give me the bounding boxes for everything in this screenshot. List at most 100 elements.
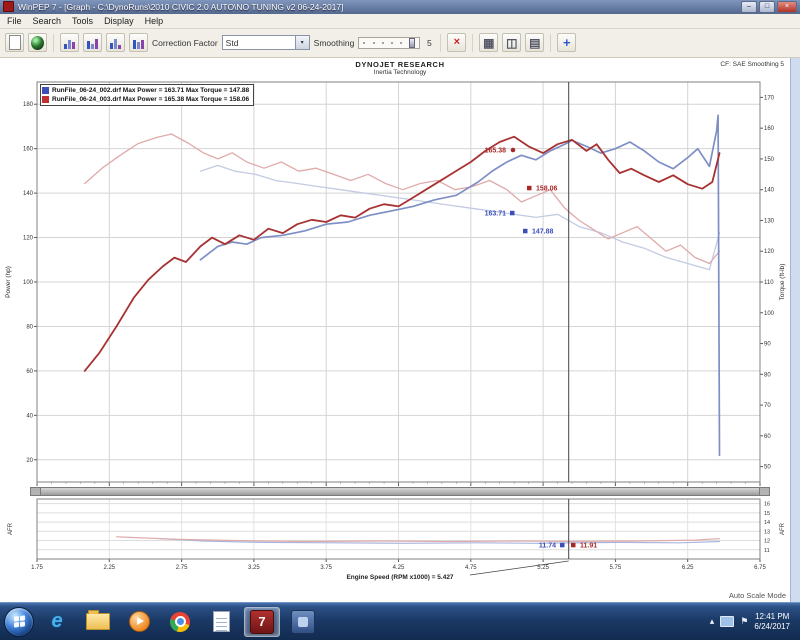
layout-button-1[interactable]: ▦ bbox=[479, 33, 499, 53]
open-file-button[interactable] bbox=[5, 33, 24, 53]
layout-button-3[interactable]: ▤ bbox=[525, 33, 545, 53]
torque-tick-label: 170 bbox=[764, 95, 775, 101]
power-tick-label: 40 bbox=[26, 413, 33, 419]
main-plot-border bbox=[36, 81, 761, 483]
menu-tools[interactable]: Tools bbox=[72, 15, 94, 26]
legend-text: RunFile_06-24_002.drf Max Power = 163.71… bbox=[52, 86, 250, 94]
torque-tick-label: 60 bbox=[764, 434, 771, 440]
value-callout: 11.74 bbox=[539, 542, 556, 549]
power-tick-label: 120 bbox=[23, 235, 34, 241]
taskbar-winpep-button[interactable]: 7 bbox=[244, 606, 280, 637]
x-tick-label: 6.75 bbox=[754, 565, 766, 571]
start-button[interactable] bbox=[4, 606, 34, 637]
smoothing-slider[interactable] bbox=[358, 36, 421, 49]
max-marker bbox=[523, 228, 528, 234]
legend-swatch bbox=[42, 86, 49, 94]
torque-tick-label: 50 bbox=[764, 464, 771, 470]
menu-search[interactable]: Search bbox=[32, 15, 62, 26]
graph-subtitle: Inertia Technology bbox=[373, 68, 427, 76]
value-callout: 147.88 bbox=[532, 228, 554, 235]
graph-view-button-2[interactable] bbox=[83, 33, 102, 53]
torque-tick-label: 120 bbox=[764, 249, 775, 255]
power-tick-label: 140 bbox=[23, 191, 34, 197]
slider-tick bbox=[372, 41, 375, 44]
media-player-icon bbox=[128, 611, 150, 633]
slider-tick bbox=[390, 41, 393, 44]
taskbar-blueapp-button[interactable] bbox=[285, 607, 321, 637]
slider-tick bbox=[381, 41, 384, 44]
tray-time: 12:41 PM bbox=[755, 612, 790, 622]
minimize-button[interactable]: – bbox=[741, 0, 757, 13]
maximize-button[interactable]: □ bbox=[759, 0, 775, 13]
legend-swatch bbox=[42, 95, 49, 103]
bar-chart-icon bbox=[114, 39, 117, 50]
action-center-flag-icon[interactable]: ⚑ bbox=[740, 616, 749, 627]
taskbar-explorer-button[interactable] bbox=[80, 607, 116, 637]
power-tick-label: 20 bbox=[26, 458, 33, 464]
toolbar-separator bbox=[53, 33, 54, 52]
graph-view-button-4[interactable] bbox=[129, 33, 148, 53]
delete-icon: × bbox=[453, 36, 461, 49]
correction-factor-dropdown[interactable]: Std ▾ bbox=[221, 35, 310, 51]
run-legend: RunFile_06-24_002.drf Max Power = 163.71… bbox=[40, 83, 255, 106]
graph-info: CF: SAE Smoothing 5 bbox=[720, 60, 784, 68]
window-buttons: – □ × bbox=[741, 0, 797, 13]
pane-splitter[interactable] bbox=[30, 486, 770, 496]
tray-expand-icon[interactable]: ▴ bbox=[709, 616, 715, 627]
graph-page: DYNOJET RESEARCH Inertia Technology CF: … bbox=[0, 57, 800, 603]
torque-tick-label: 70 bbox=[764, 403, 771, 409]
bar-chart-icon bbox=[95, 39, 98, 50]
taskbar-ie-button[interactable]: e bbox=[39, 607, 75, 637]
graph-view-button-3[interactable] bbox=[106, 33, 125, 53]
bar-chart-icon bbox=[118, 45, 121, 50]
toolbar-separator bbox=[440, 33, 442, 52]
split-layout-icon: ◫ bbox=[506, 35, 518, 50]
afr-axis-title-left: AFR bbox=[8, 522, 14, 535]
power-tick-label: 100 bbox=[23, 280, 34, 286]
torque-tick-label: 140 bbox=[764, 188, 775, 194]
run3-power-curve bbox=[83, 135, 721, 372]
max-marker bbox=[571, 542, 576, 548]
delete-run-button[interactable]: × bbox=[447, 33, 467, 53]
taskbar-chrome-button[interactable] bbox=[162, 607, 198, 637]
taskbar-clock[interactable]: 12:41 PM 6/24/2017 bbox=[754, 612, 796, 631]
toolbar-separator bbox=[472, 33, 474, 52]
menu-display[interactable]: Display bbox=[104, 15, 134, 26]
smoothing-label: Smoothing bbox=[313, 37, 355, 48]
chevron-down-icon[interactable]: ▾ bbox=[294, 36, 309, 50]
toolbar: Correction Factor Std ▾ Smoothing 5 × ▦ … bbox=[0, 28, 800, 58]
titlebar: WinPEP 7 - [Graph - C:\DynoRuns\2010 CIV… bbox=[0, 0, 800, 14]
max-marker bbox=[527, 185, 532, 191]
taskbar-document-button[interactable] bbox=[203, 607, 239, 637]
connect-button[interactable] bbox=[28, 33, 47, 53]
toolbar-separator bbox=[550, 33, 552, 52]
menu-file[interactable]: File bbox=[7, 15, 22, 26]
torque-tick-label: 130 bbox=[764, 218, 775, 224]
close-button[interactable]: × bbox=[777, 0, 797, 13]
chrome-icon bbox=[170, 611, 190, 632]
taskbar-media-player-button[interactable] bbox=[121, 607, 157, 637]
network-icon[interactable] bbox=[720, 616, 735, 628]
cursor-tool-button[interactable]: + bbox=[557, 33, 577, 53]
afr-tick-label: 11 bbox=[764, 548, 770, 554]
blue-app-icon bbox=[291, 609, 315, 634]
x-tick-label: 6.25 bbox=[682, 565, 694, 571]
afr-tick-label: 13 bbox=[764, 529, 770, 535]
slider-thumb[interactable] bbox=[409, 37, 416, 48]
x-tick-label: 4.25 bbox=[393, 565, 405, 571]
x-tick-label: 2.75 bbox=[176, 565, 188, 571]
graph-view-button-1[interactable] bbox=[60, 33, 79, 53]
x-tick-label: 2.25 bbox=[103, 565, 115, 571]
run2-power-curve bbox=[199, 114, 721, 456]
x-tick-label: 3.75 bbox=[320, 565, 332, 571]
torque-tick-label: 80 bbox=[764, 372, 771, 378]
bar-chart-icon bbox=[137, 42, 140, 50]
value-callout: 165.38 bbox=[485, 147, 507, 154]
winpep-app-icon bbox=[3, 1, 14, 13]
bar-chart-icon bbox=[87, 41, 90, 50]
afr-plot-border bbox=[36, 498, 761, 560]
menu-help[interactable]: Help bbox=[144, 15, 164, 26]
layout-button-2[interactable]: ◫ bbox=[502, 33, 522, 53]
value-callout: 163.71 bbox=[485, 210, 507, 217]
x-tick-label: 5.75 bbox=[610, 565, 622, 571]
